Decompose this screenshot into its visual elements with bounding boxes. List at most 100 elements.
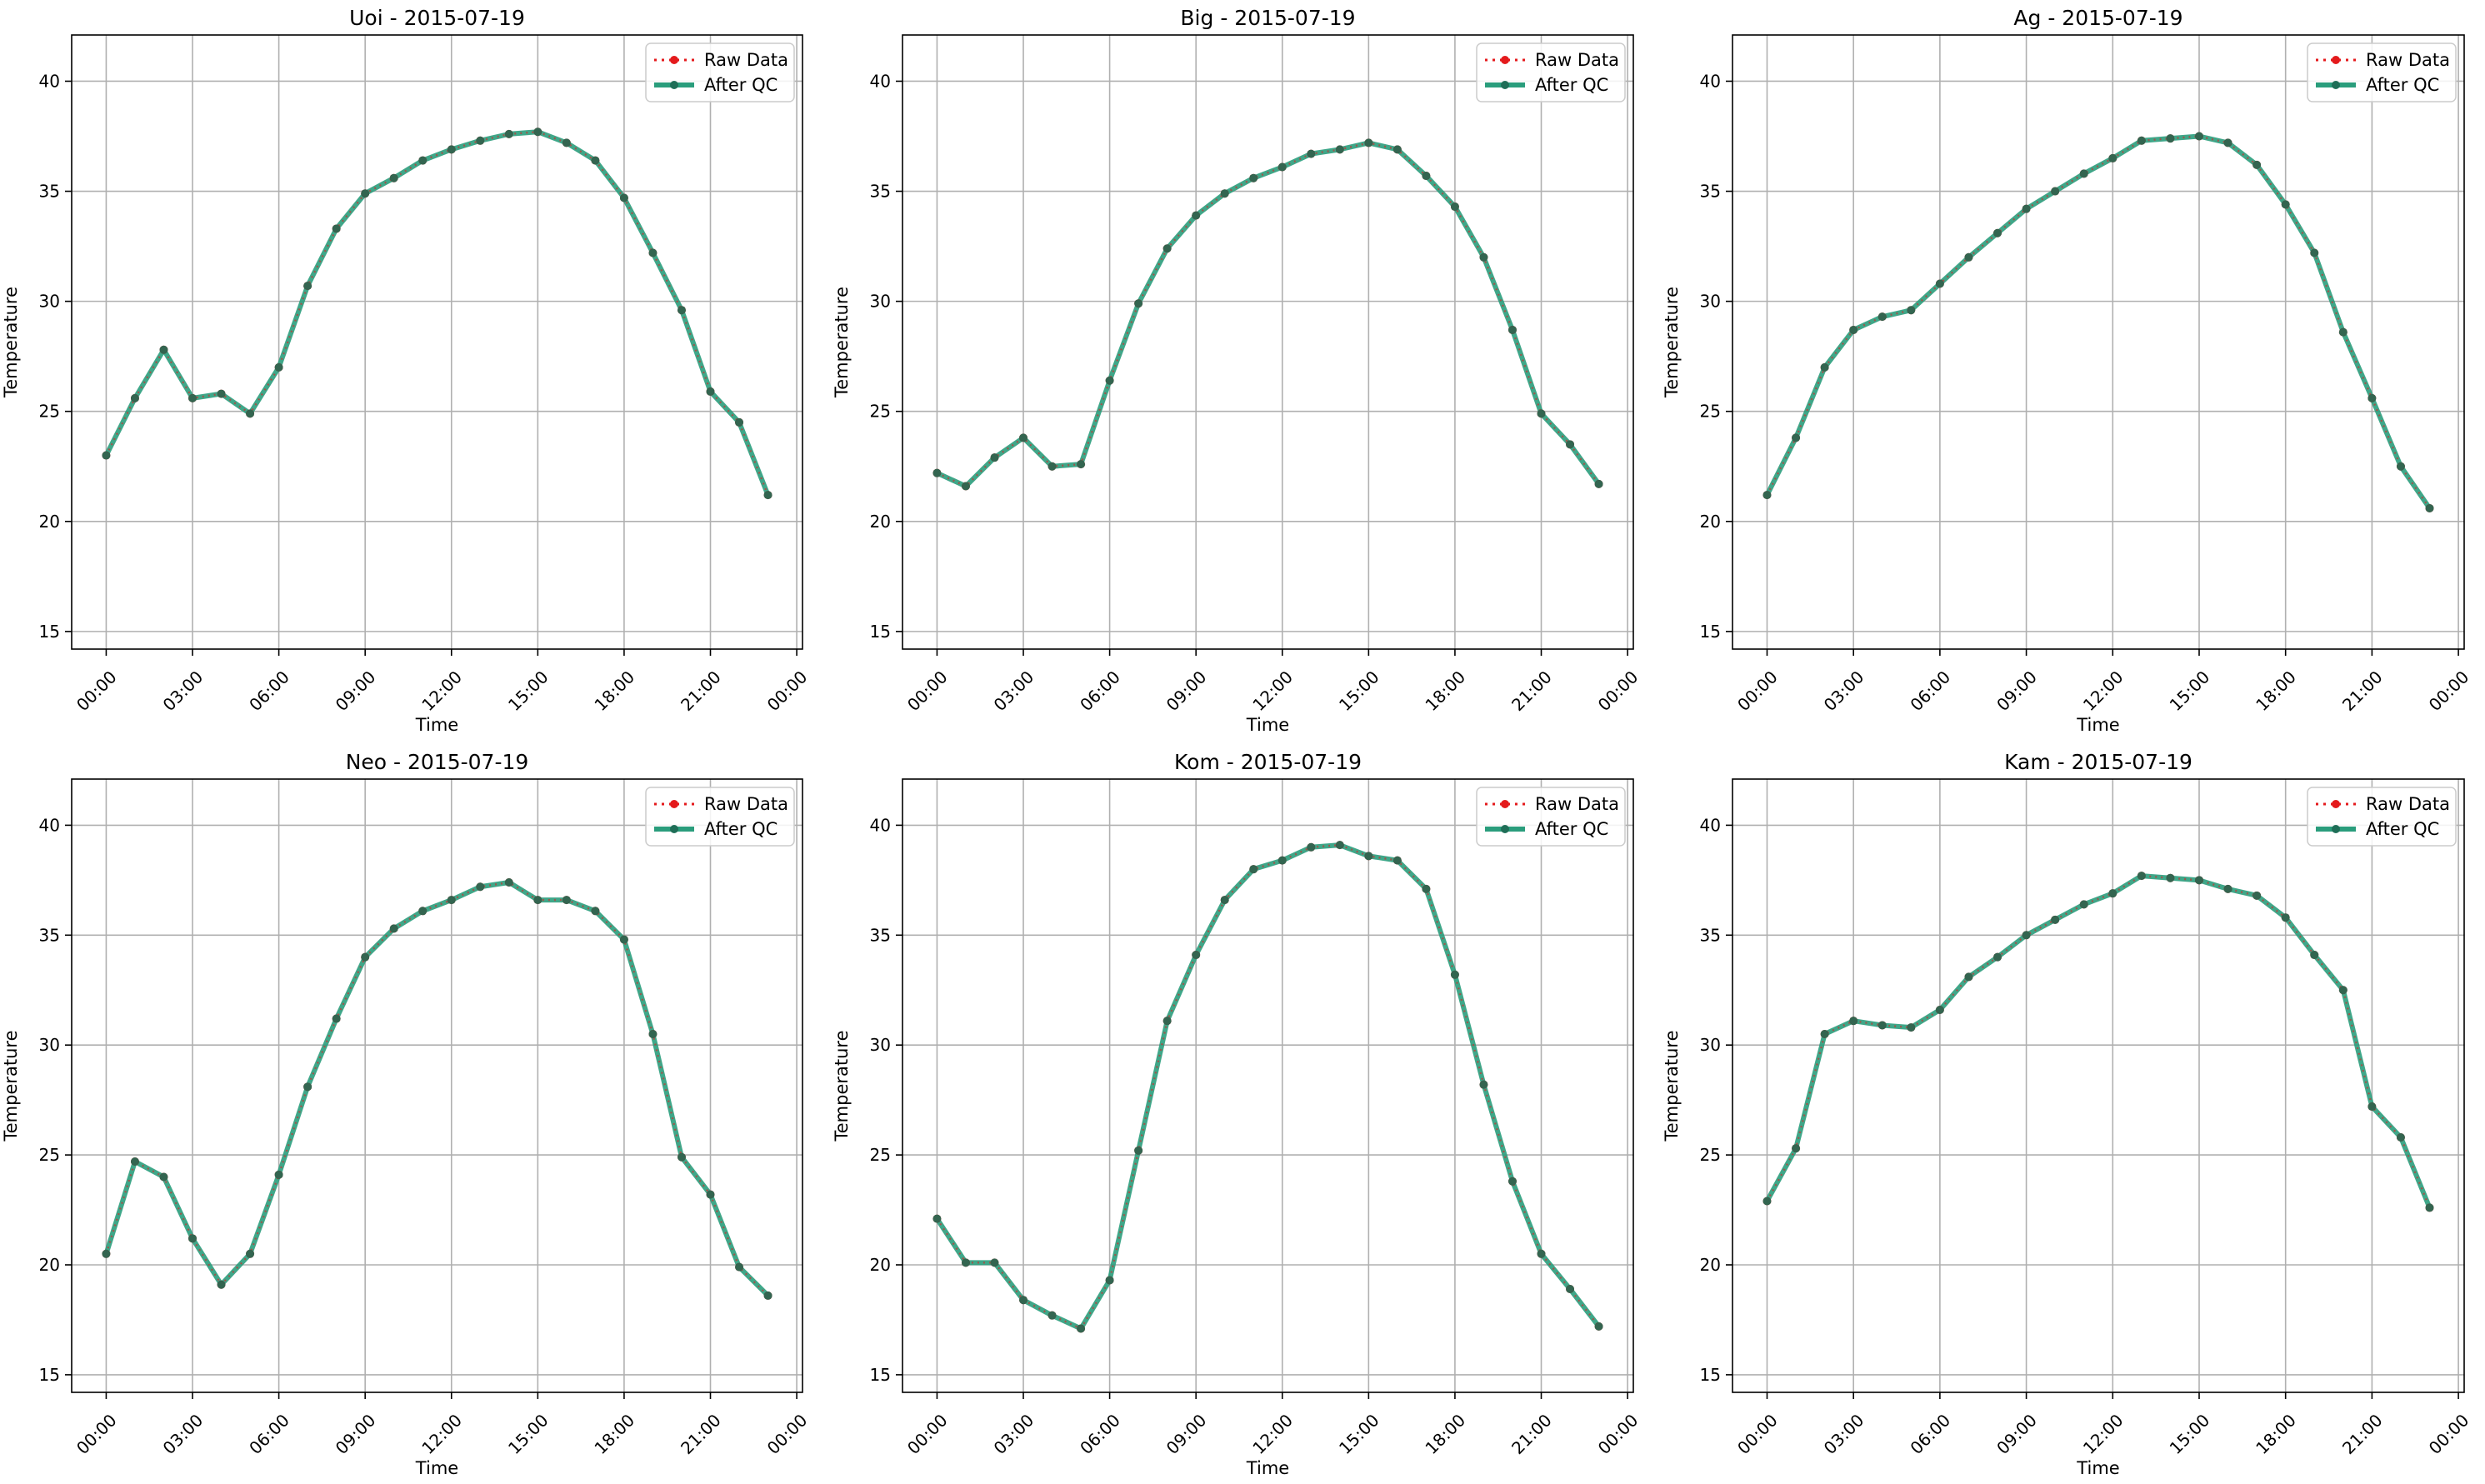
x-axis-label: Time [415, 715, 458, 735]
after-qc-point [2396, 1132, 2405, 1142]
after-qc-point [2166, 873, 2175, 882]
legend: Raw Data After QC [645, 787, 795, 847]
legend-label-after-qc: After QC [1535, 75, 1608, 95]
y-tick-label: 35 [870, 925, 891, 945]
legend-marker-after-qc [670, 81, 678, 89]
legend-marker-after-qc [1501, 81, 1509, 89]
chart-panel-5: 00:00 03:00 06:00 09:00 12:00 15:00 18:00 21:00… [832, 750, 1642, 1478]
after-qc-point [763, 491, 772, 500]
after-qc-point [159, 1172, 168, 1182]
after-qc-point [1019, 433, 1028, 442]
x-tick-label: 06:00 [1076, 1410, 1124, 1458]
after-qc-point [2252, 891, 2262, 900]
after-qc-point [932, 468, 942, 477]
after-qc-point [2281, 913, 2290, 922]
after-qc-point [1105, 1276, 1114, 1285]
after-qc-point [246, 409, 255, 418]
x-tick-label: 21:00 [677, 1410, 725, 1458]
x-axis-label: Time [1246, 715, 1289, 735]
x-tick-label: 09:00 [332, 667, 380, 715]
after-qc-point [1479, 1080, 1488, 1089]
after-qc-point [1820, 1030, 1829, 1039]
after-qc-point [562, 138, 571, 147]
y-tick-label: 20 [870, 1255, 891, 1275]
x-tick-label: 00:00 [1594, 667, 1642, 715]
x-tick-label: 00:00 [2425, 667, 2473, 715]
y-tick-label: 15 [870, 622, 891, 642]
after-qc-point [648, 1030, 658, 1039]
plot-area [72, 35, 802, 649]
after-qc-point [1048, 462, 1057, 471]
after-qc-point [1422, 172, 1431, 181]
after-qc-point [1134, 1146, 1143, 1155]
legend-label-after-qc: After QC [2366, 75, 2439, 95]
plot-area [72, 779, 802, 1392]
x-tick-label: 09:00 [1992, 667, 2041, 715]
after-qc-point [130, 393, 139, 402]
x-tick-label: 15:00 [504, 667, 552, 715]
y-tick-label: 25 [39, 1145, 60, 1165]
x-axis-label: Time [415, 1458, 458, 1478]
plot-area [1732, 35, 2464, 649]
series-line-raw-data [1766, 874, 2431, 1208]
after-qc-point [1162, 1017, 1172, 1026]
legend-label-after-qc: After QC [2366, 819, 2439, 839]
after-qc-point [130, 1157, 139, 1167]
x-tick-label: 06:00 [1076, 667, 1124, 715]
legend-label-raw-data: Raw Data [2366, 50, 2450, 70]
series-line-raw-data [936, 142, 1600, 487]
chart-title: Kam - 2015-07-19 [2004, 750, 2192, 774]
after-qc-point [1964, 252, 1973, 262]
after-qc-point [361, 189, 370, 198]
after-qc-point [1048, 1311, 1057, 1320]
x-tick-label: 03:00 [159, 667, 208, 715]
x-tick-label: 06:00 [1906, 1410, 1954, 1458]
x-tick-label: 18:00 [2252, 667, 2300, 715]
after-qc-point [2396, 462, 2405, 471]
after-qc-point [1508, 325, 1517, 334]
after-qc-point [504, 129, 513, 138]
legend-marker-after-qc [670, 825, 678, 833]
after-qc-point [2051, 187, 2060, 196]
y-tick-label: 35 [870, 182, 891, 202]
after-qc-point [2223, 884, 2232, 893]
x-tick-label: 15:00 [2166, 667, 2214, 715]
legend-marker-raw-data [670, 56, 678, 64]
after-qc-point [990, 453, 999, 462]
after-qc-point [246, 1249, 255, 1258]
x-tick-label: 00:00 [1594, 1410, 1642, 1458]
legend-marker-after-qc [2332, 825, 2340, 833]
after-qc-point [188, 393, 198, 402]
x-tick-label: 06:00 [245, 1410, 293, 1458]
y-tick-label: 20 [39, 1255, 60, 1275]
after-qc-point [217, 1280, 226, 1289]
after-qc-point [533, 127, 542, 137]
legend: Raw Data After QC [1476, 42, 1626, 102]
after-qc-point [1878, 1021, 1887, 1030]
after-qc-point [932, 1214, 942, 1223]
y-axis-label: Temperature [832, 1030, 852, 1142]
series-line-after-qc [103, 879, 770, 1298]
legend-label-raw-data: Raw Data [1535, 50, 1619, 70]
after-qc-point [1192, 951, 1201, 960]
after-qc-point [1566, 440, 1575, 449]
axes-frame [1732, 778, 2465, 1393]
x-tick-label: 21:00 [1508, 1410, 1556, 1458]
legend: Raw Data After QC [1476, 787, 1626, 847]
y-tick-label: 25 [1700, 1145, 1721, 1165]
after-qc-point [2166, 134, 2175, 143]
after-qc-point [1364, 138, 1373, 147]
x-tick-label: 15:00 [1335, 1410, 1383, 1458]
x-tick-label: 09:00 [332, 1410, 380, 1458]
after-qc-point [1162, 244, 1172, 253]
x-tick-label: 18:00 [590, 1410, 638, 1458]
after-qc-point [2310, 248, 2319, 257]
after-qc-point [961, 1258, 970, 1267]
y-tick-label: 15 [1700, 1365, 1721, 1385]
after-qc-point [102, 451, 111, 460]
after-qc-point [1450, 970, 1459, 979]
plot-area [1732, 779, 2464, 1392]
after-qc-point [1935, 1005, 1944, 1014]
after-qc-point [1392, 856, 1402, 865]
x-axis-label: Time [2076, 1458, 2119, 1478]
